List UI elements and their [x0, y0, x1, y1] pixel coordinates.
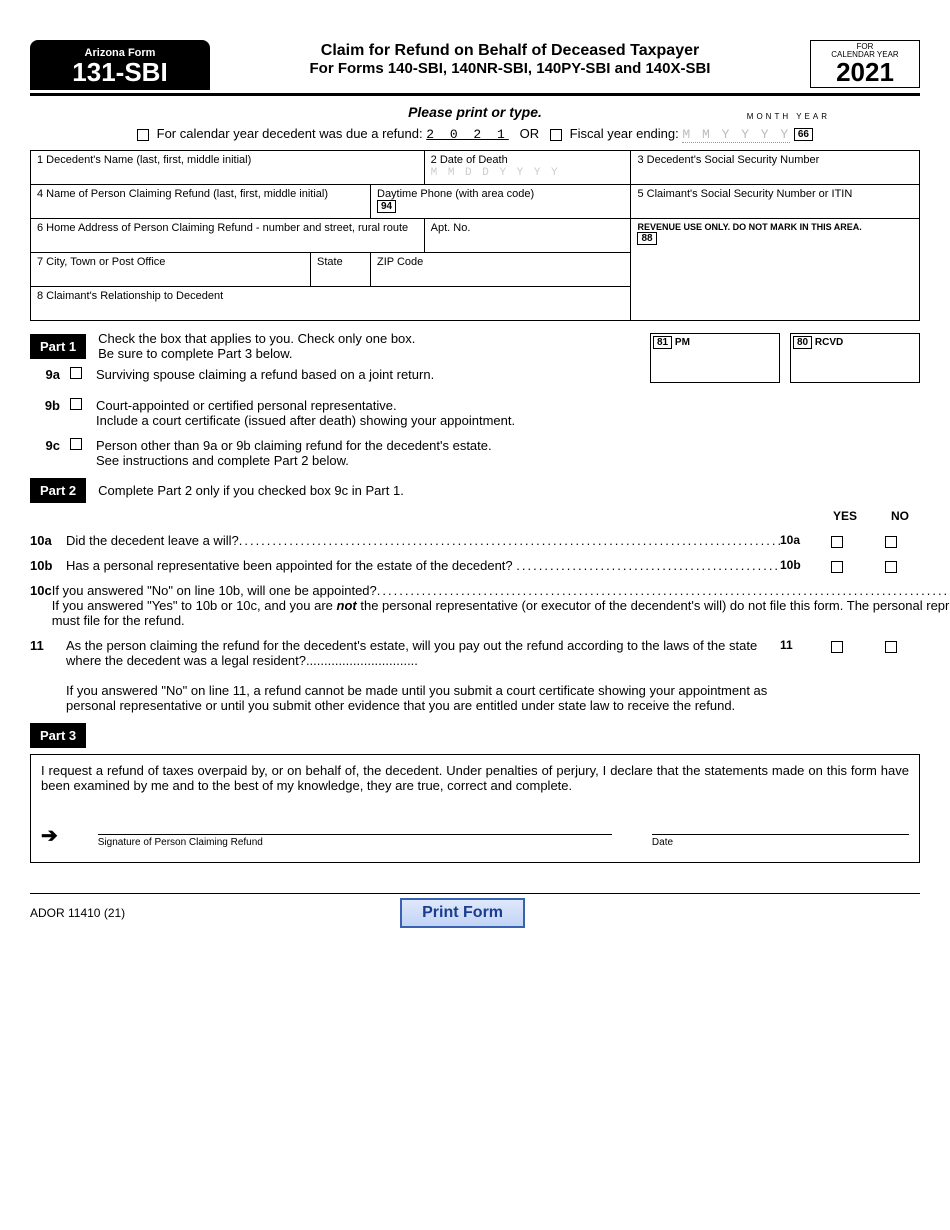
- declaration-text: I request a refund of taxes overpaid by,…: [41, 763, 909, 793]
- revenue-boxes: 81 PM 80 RCVD: [650, 333, 920, 383]
- signature-field[interactable]: Signature of Person Claiming Refund: [98, 834, 612, 848]
- code-66: 66: [794, 128, 813, 141]
- field-decedent-ssn[interactable]: 3 Decedent's Social Security Number: [631, 151, 920, 185]
- field-relationship[interactable]: 8 Claimant's Relationship to Decedent: [31, 287, 631, 321]
- form-number: 131-SBI: [45, 59, 195, 85]
- header-row: Arizona Form 131-SBI Claim for Refund on…: [30, 40, 920, 96]
- checkbox-11-no[interactable]: [885, 641, 897, 653]
- signature-box: I request a refund of taxes overpaid by,…: [30, 754, 920, 863]
- checkbox-11-yes[interactable]: [831, 641, 843, 653]
- part-3-header: Part 3: [30, 723, 920, 748]
- checkbox-9b[interactable]: [70, 398, 82, 410]
- title-block: Claim for Refund on Behalf of Deceased T…: [220, 40, 800, 77]
- yes-no-header: YESNO: [30, 509, 920, 523]
- field-apt-no[interactable]: Apt. No.: [424, 219, 631, 253]
- date-field[interactable]: Date: [652, 834, 909, 848]
- part-1-instruction: Check the box that applies to you. Check…: [98, 331, 415, 361]
- field-zip[interactable]: ZIP Code: [371, 253, 631, 287]
- question-10a: 10a Did the decedent leave a will? 10a: [30, 533, 920, 548]
- field-decedent-name[interactable]: 1 Decedent's Name (last, first, middle i…: [31, 151, 425, 185]
- form-id: ADOR 11410 (21): [30, 906, 125, 920]
- question-10b: 10b Has a personal representative been a…: [30, 558, 920, 573]
- part-1-tab: Part 1: [30, 334, 86, 359]
- print-form-button[interactable]: Print Form: [400, 898, 525, 928]
- checkbox-10a-yes[interactable]: [831, 536, 843, 548]
- cal-text-1: For calendar year decedent was due a ref…: [157, 126, 423, 141]
- question-10c: 10c If you answered "No" on line 10b, wi…: [30, 583, 920, 628]
- or-text: OR: [520, 126, 540, 141]
- checkbox-calendar-year[interactable]: [137, 129, 149, 141]
- part-2-header: Part 2 Complete Part 2 only if you check…: [30, 478, 920, 503]
- field-claimant-name[interactable]: 4 Name of Person Claiming Refund (last, …: [31, 185, 371, 219]
- calendar-year-row: MONTH YEAR For calendar year decedent wa…: [30, 126, 920, 142]
- checkbox-10b-yes[interactable]: [831, 561, 843, 573]
- field-city[interactable]: 7 City, Town or Post Office: [31, 253, 311, 287]
- footer: ADOR 11410 (21) Print Form: [30, 893, 920, 928]
- part-2-instruction: Complete Part 2 only if you checked box …: [98, 483, 404, 498]
- field-daytime-phone[interactable]: Daytime Phone (with area code)94: [371, 185, 631, 219]
- form-badge: Arizona Form 131-SBI: [30, 40, 210, 90]
- pm-box: 81 PM: [650, 333, 780, 383]
- cal-text-2: Fiscal year ending:: [570, 126, 679, 141]
- month-year-label: MONTH YEAR: [747, 112, 830, 121]
- field-date-of-death[interactable]: 2 Date of DeathM M D D Y Y Y Y: [424, 151, 631, 185]
- part-2-tab: Part 2: [30, 478, 86, 503]
- calendar-year: 2021: [823, 59, 907, 85]
- title-line-1: Claim for Refund on Behalf of Deceased T…: [220, 42, 800, 60]
- line-9a: 9a Surviving spouse claiming a refund ba…: [30, 367, 630, 382]
- form-container: Arizona Form 131-SBI Claim for Refund on…: [30, 40, 920, 928]
- info-table: 1 Decedent's Name (last, first, middle i…: [30, 150, 920, 321]
- fiscal-year-input[interactable]: M M Y Y Y Y: [682, 127, 790, 143]
- checkbox-9a[interactable]: [70, 367, 82, 379]
- line-9b: 9b Court-appointed or certified personal…: [30, 398, 920, 428]
- refund-year-digits: 2 0 2 1: [426, 127, 509, 142]
- question-11: 11 As the person claiming the refund for…: [30, 638, 920, 713]
- field-home-address[interactable]: 6 Home Address of Person Claiming Refund…: [31, 219, 425, 253]
- line-9c: 9c Person other than 9a or 9b claiming r…: [30, 438, 920, 468]
- arrow-icon: ➔: [41, 823, 58, 848]
- field-claimant-ssn[interactable]: 5 Claimant's Social Security Number or I…: [631, 185, 920, 219]
- part-1-header: Part 1 Check the box that applies to you…: [30, 331, 630, 361]
- checkbox-10b-no[interactable]: [885, 561, 897, 573]
- year-box: FOR CALENDAR YEAR 2021: [810, 40, 920, 88]
- checkbox-fiscal-year[interactable]: [550, 129, 562, 141]
- signature-line-row: ➔ Signature of Person Claiming Refund Da…: [41, 823, 909, 848]
- revenue-use-only: REVENUE USE ONLY. DO NOT MARK IN THIS AR…: [631, 219, 920, 321]
- title-line-2: For Forms 140-SBI, 140NR-SBI, 140PY-SBI …: [220, 60, 800, 77]
- rcvd-box: 80 RCVD: [790, 333, 920, 383]
- checkbox-9c[interactable]: [70, 438, 82, 450]
- field-state[interactable]: State: [311, 253, 371, 287]
- part-3-tab: Part 3: [30, 723, 86, 748]
- checkbox-10a-no[interactable]: [885, 536, 897, 548]
